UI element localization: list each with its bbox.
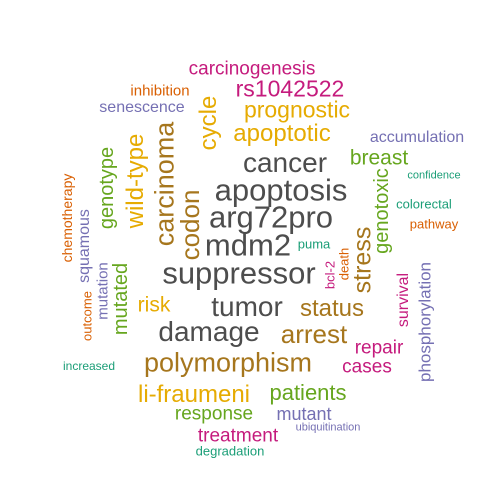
word-mutated: mutated [110, 262, 132, 336]
word-carcinogenesis: carcinogenesis [188, 58, 316, 80]
word-cases: cases [342, 356, 392, 378]
word-increased: increased [62, 359, 116, 373]
word-patients: patients [269, 380, 347, 405]
word-survival: survival [395, 272, 412, 328]
word-genotype: genotype [96, 146, 118, 230]
word-degradation: degradation [195, 443, 265, 459]
word-li-fraumeni: li-fraumeni [137, 381, 251, 408]
word-apoptosis: apoptosis [214, 172, 348, 208]
word-suppressor: suppressor [162, 255, 316, 291]
word-response: response [174, 403, 254, 425]
word-breast: breast [349, 146, 409, 170]
word-confidence: confidence [407, 169, 461, 182]
word-arrest: arrest [280, 319, 348, 349]
word-phosphorylation: phosphorylation [415, 261, 435, 383]
word-chemotherapy: chemotherapy [59, 173, 75, 263]
word-wild-type: wild-type [122, 133, 149, 229]
word-stress: stress [348, 226, 377, 294]
word-repair: repair [354, 337, 404, 359]
word-pathway: pathway [409, 216, 459, 232]
word-colorectal: colorectal [396, 196, 452, 212]
word-mdm2: mdm2 [204, 227, 292, 263]
word-treatment: treatment [197, 425, 279, 447]
word-damage: damage [158, 316, 260, 347]
word-arg72pro: arg72pro [208, 199, 334, 235]
word-senescence: senescence [99, 99, 185, 116]
word-codon: codon [175, 189, 205, 261]
word-cancer: cancer [242, 147, 328, 178]
word-rs1042522: rs1042522 [235, 75, 345, 102]
word-accumulation: accumulation [369, 129, 465, 146]
word-death: death [336, 247, 352, 281]
word-squamous: squamous [76, 209, 93, 283]
word-outcome: outcome [79, 291, 95, 341]
word-mutation: mutation [94, 262, 112, 320]
word-risk: risk [137, 293, 171, 317]
word-puma: puma [297, 236, 331, 252]
word-cycle: cycle [195, 95, 222, 151]
word-status: status [299, 295, 365, 322]
word-tumor: tumor [211, 291, 283, 322]
word-apoptotic: apoptotic [233, 120, 331, 147]
word-bcl-2: bcl-2 [322, 260, 338, 290]
word-mutant: mutant [276, 404, 332, 424]
word-ubiquitination: ubiquitination [295, 421, 361, 434]
word-prognostic: prognostic [243, 96, 351, 123]
word-polymorphism: polymorphism [143, 347, 313, 378]
word-inhibition: inhibition [130, 82, 190, 100]
